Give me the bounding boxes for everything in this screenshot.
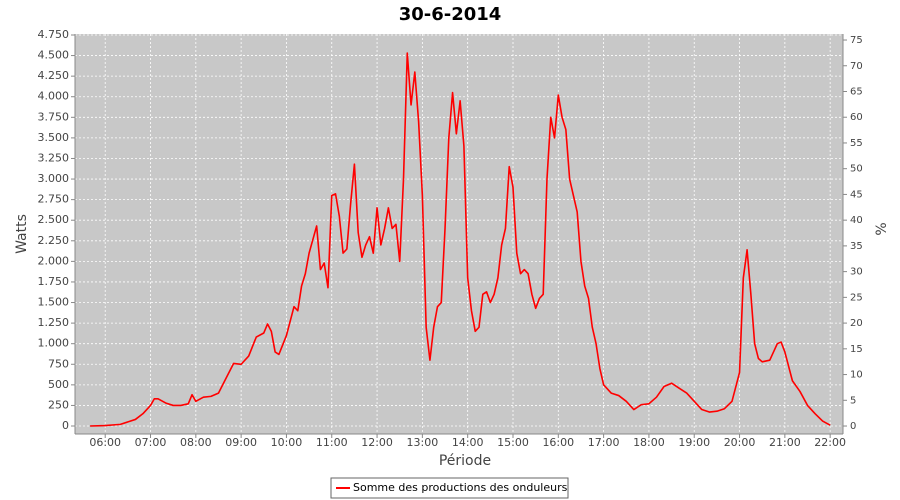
y-tick-label: 2.250 bbox=[38, 234, 70, 247]
x-tick-label: 18:00 bbox=[633, 436, 665, 449]
y-tick-label: 1.500 bbox=[38, 296, 70, 309]
x-tick-label: 07:00 bbox=[135, 436, 167, 449]
y-tick-label: 4.500 bbox=[38, 49, 70, 62]
y-tick-label: 3.500 bbox=[38, 131, 70, 144]
x-tick-label: 09:00 bbox=[225, 436, 257, 449]
y2-tick-label: 10 bbox=[850, 370, 863, 381]
y2-tick-label: 65 bbox=[850, 86, 863, 97]
y2-tick-label: 40 bbox=[850, 215, 863, 226]
x-tick-label: 10:00 bbox=[271, 436, 303, 449]
y-tick-label: 4.000 bbox=[38, 90, 70, 103]
legend bbox=[330, 477, 569, 499]
y-tick-label: 750 bbox=[48, 357, 69, 370]
x-tick-label: 11:00 bbox=[316, 436, 348, 449]
y-tick-label: 3.750 bbox=[38, 110, 70, 123]
y2-tick-label: 15 bbox=[850, 344, 863, 355]
x-tick-label: 14:00 bbox=[452, 436, 484, 449]
y-tick-label: 2.500 bbox=[38, 213, 70, 226]
x-tick-label: 13:00 bbox=[407, 436, 439, 449]
y2-tick-label: 30 bbox=[850, 267, 863, 278]
x-tick-label: 20:00 bbox=[724, 436, 756, 449]
y-tick-label: 1.750 bbox=[38, 275, 70, 288]
x-tick-label: 12:00 bbox=[361, 436, 393, 449]
y-tick-label: 0 bbox=[62, 419, 69, 432]
x-tick-label: 21:00 bbox=[769, 436, 801, 449]
x-tick-label: 19:00 bbox=[678, 436, 710, 449]
chart-title: 30-6-2014 bbox=[399, 4, 502, 25]
x-tick-label: 08:00 bbox=[180, 436, 212, 449]
y-tick-label: 3.000 bbox=[38, 172, 70, 185]
y-tick-label: 4.750 bbox=[38, 28, 70, 41]
y2-tick-label: 25 bbox=[850, 292, 863, 303]
y-tick-label: 1.000 bbox=[38, 337, 70, 350]
y-tick-label: 4.250 bbox=[38, 69, 70, 82]
y2-tick-label: 50 bbox=[850, 164, 863, 175]
y-tick-label: 1.250 bbox=[38, 316, 70, 329]
y2-tick-label: 75 bbox=[850, 35, 863, 46]
y-tick-label: 3.250 bbox=[38, 151, 70, 164]
y2-tick-label: 35 bbox=[850, 241, 863, 252]
y2-axis-label: % bbox=[874, 222, 890, 235]
y2-tick-label: 20 bbox=[850, 318, 863, 329]
x-tick-label: 15:00 bbox=[497, 436, 529, 449]
x-tick-label: 22:00 bbox=[814, 436, 846, 449]
x-axis-label: Période bbox=[439, 453, 491, 469]
y2-tick-label: 5 bbox=[850, 395, 856, 406]
y-tick-label: 250 bbox=[48, 398, 69, 411]
x-tick-label: 06:00 bbox=[89, 436, 121, 449]
y2-tick-label: 55 bbox=[850, 138, 863, 149]
y2-tick-label: 45 bbox=[850, 189, 863, 200]
y2-tick-label: 70 bbox=[850, 61, 863, 72]
y-axis-label: Watts bbox=[14, 214, 30, 254]
series-line bbox=[90, 52, 831, 427]
y-tick-label: 500 bbox=[48, 378, 69, 391]
x-tick-label: 16:00 bbox=[542, 436, 574, 449]
legend-label: Somme des productions des onduleurs bbox=[353, 481, 568, 494]
x-tick-label: 17:00 bbox=[588, 436, 620, 449]
y2-tick-label: 60 bbox=[850, 112, 863, 123]
y2-tick-label: 0 bbox=[850, 421, 856, 432]
plot-area bbox=[75, 34, 843, 434]
y-tick-label: 2.750 bbox=[38, 193, 70, 206]
y-tick-label: 2.000 bbox=[38, 254, 70, 267]
